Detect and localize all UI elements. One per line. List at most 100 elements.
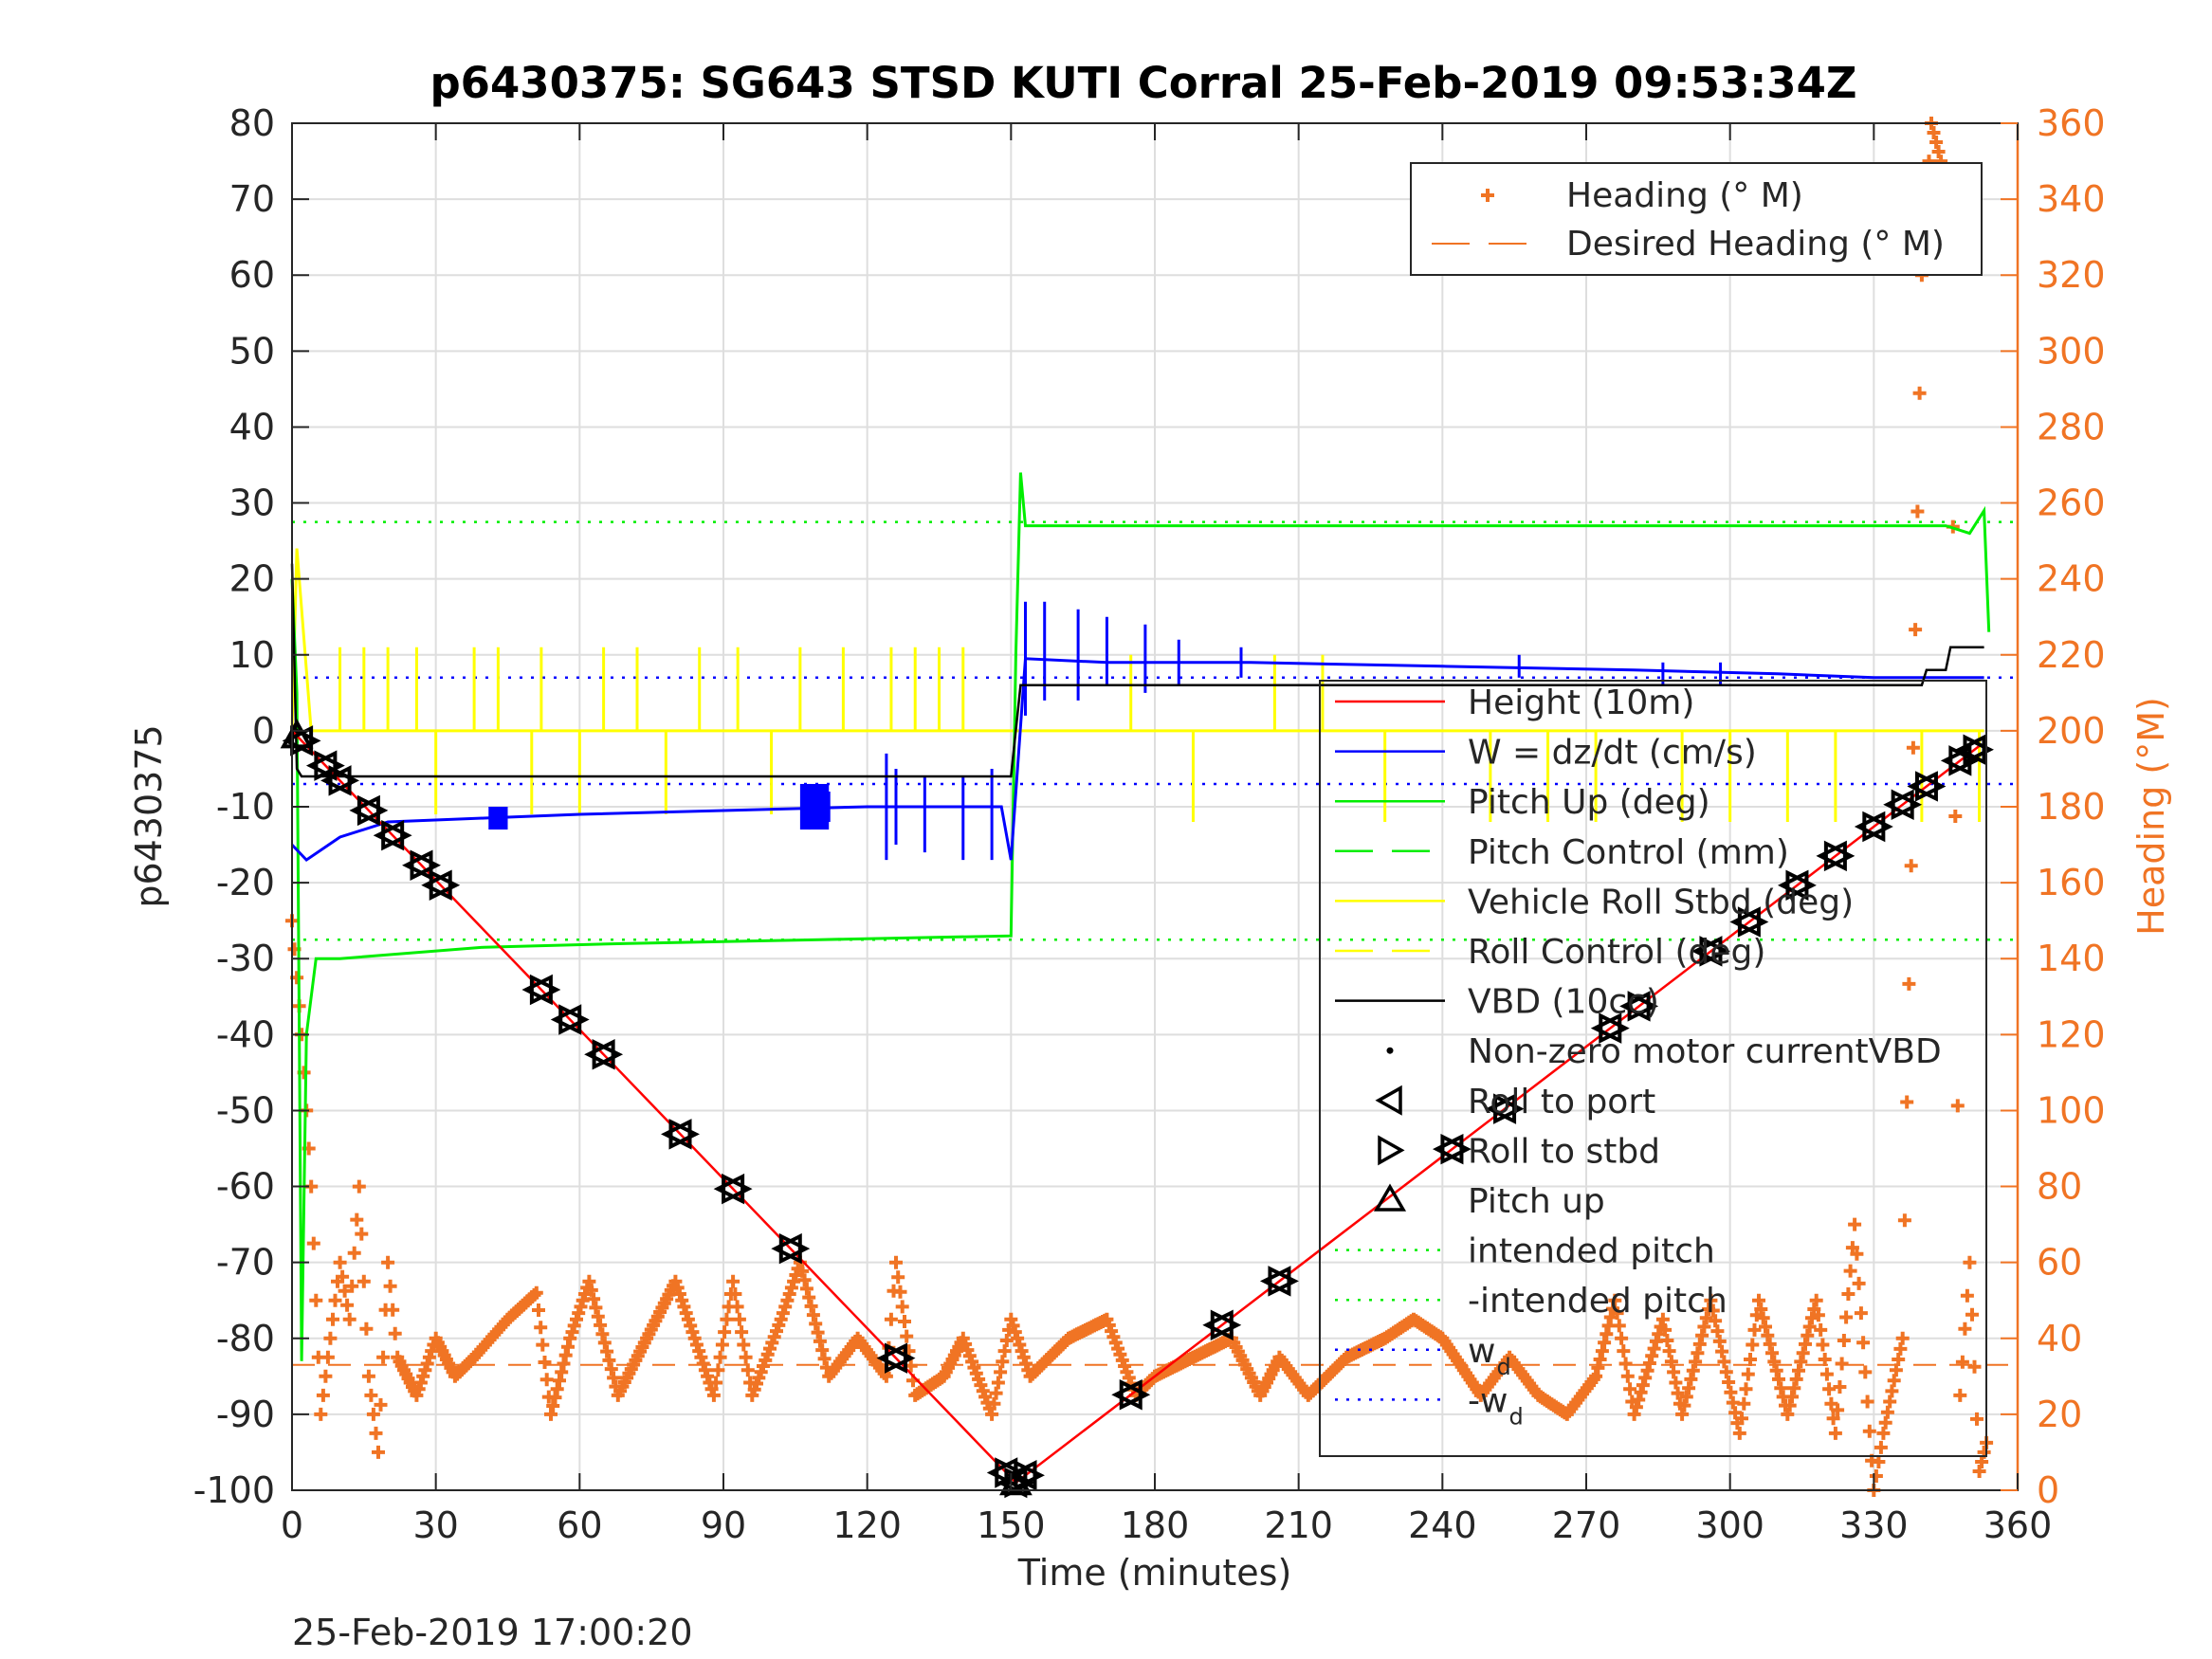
pitch-up-markers <box>280 719 1033 1496</box>
roll-to-stbd-marker <box>529 974 561 1006</box>
legend-tri-right-marker <box>1378 1135 1405 1166</box>
x-axis-label: Time (minutes) <box>1017 1552 1292 1594</box>
roll-to-stbd-marker <box>1210 1309 1242 1340</box>
x-tick-label: 0 <box>281 1504 303 1546</box>
roll-to-port-marker <box>421 869 452 901</box>
roll-to-port-marker <box>661 1119 692 1150</box>
y-right-tick-label: 280 <box>2037 406 2106 447</box>
roll-to-stbd-marker <box>328 765 360 796</box>
roll-to-stbd-marker <box>1963 734 1994 766</box>
legend-heading-label: Heading (° M) <box>1566 176 1803 215</box>
y-tick-label: -20 <box>216 862 275 903</box>
roll-to-port-marker <box>1691 936 1723 967</box>
roll-to-stbd-marker <box>410 849 441 881</box>
roll-to-stbd-marker <box>1785 869 1817 902</box>
x-tick-label: 150 <box>977 1504 1046 1546</box>
roll-to-stbd-marker <box>558 1004 590 1035</box>
x-tick-label: 30 <box>412 1504 458 1546</box>
legend-label: Roll to stbd <box>1468 1132 1660 1171</box>
roll-to-stbd-marker <box>592 1039 624 1070</box>
roll-to-port-marker <box>1854 811 1886 843</box>
y-right-tick-label: 100 <box>2037 1089 2106 1131</box>
roll-to-port-marker <box>1202 1309 1234 1340</box>
roll-to-port-marker <box>521 974 553 1006</box>
y-tick-label: 60 <box>229 254 275 296</box>
legend-label: VBD (10cc) <box>1468 983 1659 1022</box>
roll-to-port-marker <box>550 1004 582 1035</box>
roll-to-stbd-marker <box>1914 771 1947 802</box>
y-right-tick-label: 60 <box>2037 1242 2082 1284</box>
x-tick-label: 360 <box>1983 1504 2053 1546</box>
legend-heading-marker <box>1481 189 1494 202</box>
y-right-tick-label: 200 <box>2037 710 2106 752</box>
y-right-tick-label: 240 <box>2037 558 2106 600</box>
x-tick-label: 300 <box>1695 1504 1764 1546</box>
roll-to-stbd-marker <box>1699 936 1730 967</box>
y-right-tick-label: 120 <box>2037 1013 2106 1055</box>
legend-label: Height (10m) <box>1468 684 1694 722</box>
y-tick-label: -10 <box>216 786 275 828</box>
y-right-tick-label: 300 <box>2037 330 2106 372</box>
y-tick-label: 0 <box>252 710 275 752</box>
roll-to-stbd-marker <box>1493 1093 1525 1124</box>
roll-to-port-marker <box>1485 1093 1517 1124</box>
legend-label: Non-zero motor currentVBD <box>1468 1032 1942 1071</box>
legend-label: intended pitch <box>1468 1232 1715 1271</box>
y-tick-label: 10 <box>229 634 275 676</box>
y-right-tick-label: 80 <box>2037 1166 2082 1208</box>
legend-label: Pitch up <box>1468 1182 1605 1221</box>
legend-heading: Heading (° M) Desired Heading (° M) <box>1410 162 1983 276</box>
series-vbd <box>290 563 1984 778</box>
legend-label: Roll Control (deg) <box>1468 933 1765 972</box>
roll-to-port-marker <box>584 1039 615 1070</box>
roll-to-stbd-marker <box>356 794 389 827</box>
roll-to-stbd-marker <box>885 1342 916 1374</box>
y-tick-label: -30 <box>216 938 275 979</box>
roll-to-port-marker <box>771 1232 802 1265</box>
roll-to-port-marker <box>1619 991 1651 1022</box>
legend-label-subscript: d <box>1496 1354 1510 1380</box>
y-right-axis-label: Heading (°M) <box>2130 697 2172 936</box>
roll-to-port-marker <box>1816 840 1847 872</box>
roll-to-stbd-marker <box>1440 1133 1472 1165</box>
x-tick-label: 330 <box>1839 1504 1909 1546</box>
roll-to-port-marker <box>1111 1378 1143 1411</box>
x-tick-label: 270 <box>1552 1504 1621 1546</box>
y-tick-label: 20 <box>229 558 275 600</box>
y-tick-label: -90 <box>216 1394 275 1435</box>
roll-to-port-marker <box>402 849 433 881</box>
y-axis-label: p6430375 <box>128 724 170 907</box>
roll-to-port-marker <box>1955 734 1986 766</box>
x-tick-label: 180 <box>1121 1504 1190 1546</box>
roll-to-port-marker <box>1883 789 1914 821</box>
x-tick-label: 60 <box>557 1504 602 1546</box>
roll-to-stbd-marker <box>1627 991 1659 1022</box>
x-tick-label: 210 <box>1264 1504 1333 1546</box>
roll-to-stbd-marker <box>429 869 461 901</box>
roll-to-port-marker <box>320 765 352 796</box>
roll-to-port-marker <box>876 1342 907 1374</box>
y-right-tick-label: 0 <box>2037 1469 2059 1511</box>
legend-main: Height (10m) W = dz/dt (cm/s) Pitch Up (de… <box>1319 680 1987 1457</box>
roll-to-stbd-marker <box>1014 1460 1045 1491</box>
legend-dot-marker <box>1386 1047 1394 1054</box>
roll-to-port-marker <box>1590 1012 1622 1044</box>
footer-timestamp: 25-Feb-2019 17:00:20 <box>292 1612 693 1653</box>
y-tick-label: -60 <box>216 1166 275 1208</box>
roll-to-stbd-marker <box>1948 745 1980 776</box>
y-right-tick-label: 20 <box>2037 1394 2082 1435</box>
y-tick-label: -50 <box>216 1089 275 1131</box>
roll-to-stbd-marker <box>1268 1266 1299 1297</box>
roll-to-port-marker <box>373 819 405 851</box>
x-tick-label: 120 <box>832 1504 902 1546</box>
legend-label: -w <box>1468 1381 1508 1420</box>
legend-tri-left-marker <box>1375 1085 1402 1116</box>
chart-title: p6430375: SG643 STSD KUTI Corral 25-Feb-… <box>430 58 1856 108</box>
roll-to-stbd-marker <box>668 1119 700 1150</box>
roll-to-port-marker <box>713 1173 745 1205</box>
roll-to-stbd-marker <box>1891 789 1923 821</box>
roll-to-port-marker <box>1729 906 1761 938</box>
y-tick-label: -80 <box>216 1318 275 1359</box>
y-tick-label: 70 <box>229 178 275 220</box>
